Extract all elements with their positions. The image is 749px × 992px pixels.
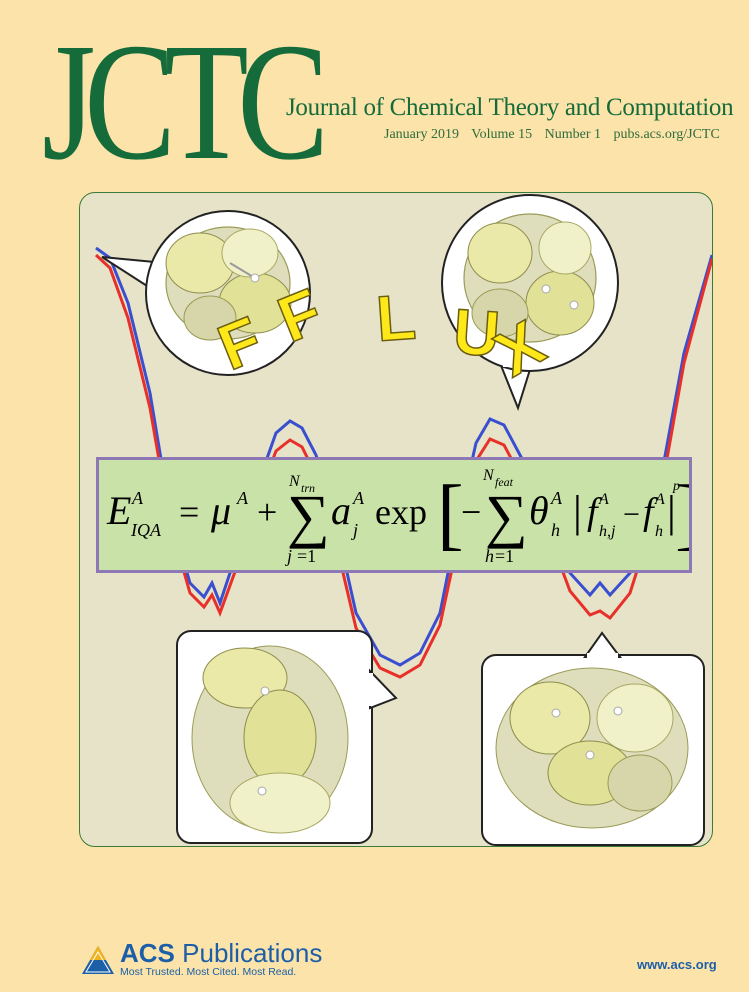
letter-u: U xyxy=(451,295,502,370)
equation-box: E A IQA = μ A + ∑ N trn j =1 a A j exp [… xyxy=(96,457,702,573)
molecule-ur xyxy=(463,213,597,343)
molecule-ul xyxy=(165,226,292,341)
svg-text:=1: =1 xyxy=(495,546,514,566)
svg-text:=: = xyxy=(179,492,199,532)
svg-text:N: N xyxy=(288,473,301,490)
acs-brand: ACS xyxy=(120,938,175,968)
letter-l: L xyxy=(374,280,418,355)
svg-text:j: j xyxy=(285,546,292,566)
svg-text:]: ] xyxy=(675,470,689,558)
svg-text:A: A xyxy=(352,488,365,508)
acs-tagline: Most Trusted. Most Cited. Most Read. xyxy=(120,966,297,978)
cover-art-panel: F F L U X E A IQA = μ A + ∑ N trn j =1 a xyxy=(79,192,713,847)
journal-logo: JCTC xyxy=(42,9,329,195)
svg-text:j: j xyxy=(351,520,358,540)
curve-red xyxy=(94,253,712,679)
svg-text:h: h xyxy=(485,546,494,566)
svg-text:∑: ∑ xyxy=(485,483,528,549)
molecule-lr xyxy=(495,667,689,829)
speech-bubbles: F F L U X xyxy=(101,194,705,846)
molecule-ll xyxy=(191,645,349,834)
issue-date: January 2019 xyxy=(384,127,460,142)
svg-text:−: − xyxy=(461,492,481,532)
svg-text:N: N xyxy=(482,467,495,484)
svg-text:h: h xyxy=(551,520,560,540)
acs-logo-icon xyxy=(82,946,114,974)
svg-text:E: E xyxy=(106,488,131,533)
svg-text:p: p xyxy=(672,479,680,494)
svg-text:h,j: h,j xyxy=(599,523,616,540)
issue-number: Number 1 xyxy=(544,127,601,142)
website-link[interactable]: www.acs.org xyxy=(637,957,717,972)
svg-text:θ: θ xyxy=(529,488,549,533)
svg-text:=1: =1 xyxy=(297,546,316,566)
svg-text:∑: ∑ xyxy=(287,483,330,549)
publications-label: Publications xyxy=(182,938,323,968)
svg-text:A: A xyxy=(131,488,144,508)
journal-title: Journal of Chemical Theory and Computati… xyxy=(286,94,734,121)
energy-curves xyxy=(94,246,712,679)
svg-text:|: | xyxy=(573,487,582,536)
svg-text:A: A xyxy=(550,488,563,508)
svg-text:μ: μ xyxy=(210,488,231,533)
svg-text:h: h xyxy=(655,523,663,540)
svg-text:A: A xyxy=(598,491,609,508)
svg-text:−: − xyxy=(623,498,640,531)
svg-text:A: A xyxy=(236,488,249,508)
svg-text:exp: exp xyxy=(375,492,427,532)
issue-line: January 2019 Volume 15 Number 1 pubs.acs… xyxy=(384,127,729,143)
svg-text:|: | xyxy=(667,487,676,536)
svg-text:feat: feat xyxy=(495,475,514,489)
acs-publications-wordmark[interactable]: ACS Publications xyxy=(120,940,322,966)
iqa-equation: E A IQA = μ A + ∑ N trn j =1 a A j exp [… xyxy=(106,467,702,566)
svg-text:[: [ xyxy=(437,470,464,558)
svg-text:A: A xyxy=(654,491,665,508)
svg-text:+: + xyxy=(257,492,277,532)
issue-url[interactable]: pubs.acs.org/JCTC xyxy=(613,127,720,142)
svg-text:a: a xyxy=(331,488,351,533)
svg-text:trn: trn xyxy=(301,481,315,495)
svg-text:IQA: IQA xyxy=(130,520,162,540)
curve-blue xyxy=(95,246,712,667)
issue-volume: Volume 15 xyxy=(471,127,533,142)
